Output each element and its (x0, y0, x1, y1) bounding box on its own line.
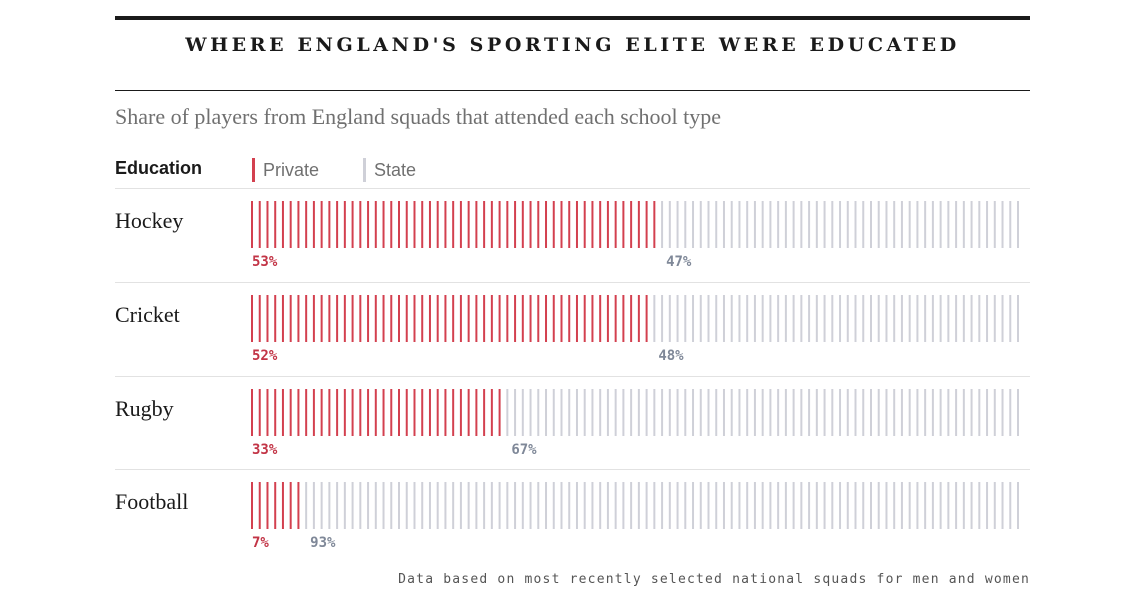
private-value-label: 53% (252, 254, 278, 270)
bar-hockey (251, 201, 1019, 248)
state-value-label: 47% (666, 254, 692, 270)
chart-frame: WHERE ENGLAND'S SPORTING ELITE WERE EDUC… (115, 0, 1030, 600)
row-label-football: Football (115, 489, 189, 514)
legend-item-state: State (363, 158, 416, 182)
private-value-label: 52% (252, 348, 278, 364)
footnote: Data based on most recently selected nat… (398, 572, 1030, 587)
legend-heading: Education (115, 158, 203, 178)
legend-swatch-state (363, 158, 366, 182)
private-value-label: 7% (252, 535, 269, 551)
bar-football (251, 482, 1019, 529)
state-value-label: 67% (511, 442, 537, 458)
row-divider (115, 282, 1030, 283)
row-divider (115, 188, 1030, 189)
row-divider (115, 469, 1030, 470)
legend-item-private: Private (252, 158, 319, 182)
bar-rugby (251, 389, 1019, 436)
legend-swatch-private (252, 158, 255, 182)
legend-label-private: Private (263, 159, 320, 180)
title-rule (115, 90, 1030, 91)
row-label-hockey: Hockey (115, 208, 184, 233)
chart-title: WHERE ENGLAND'S SPORTING ELITE WERE EDUC… (185, 34, 960, 56)
chart-subtitle: Share of players from England squads tha… (115, 104, 722, 129)
state-value-label: 93% (310, 535, 336, 551)
top-rule (115, 16, 1030, 20)
private-value-label: 33% (252, 442, 278, 458)
bar-area (251, 201, 1019, 529)
row-label-rugby: Rugby (115, 396, 174, 421)
row-divider (115, 376, 1030, 377)
legend-label-state: State (374, 159, 417, 180)
row-label-cricket: Cricket (115, 302, 180, 327)
state-value-label: 48% (658, 348, 684, 364)
bar-cricket (251, 295, 1019, 342)
